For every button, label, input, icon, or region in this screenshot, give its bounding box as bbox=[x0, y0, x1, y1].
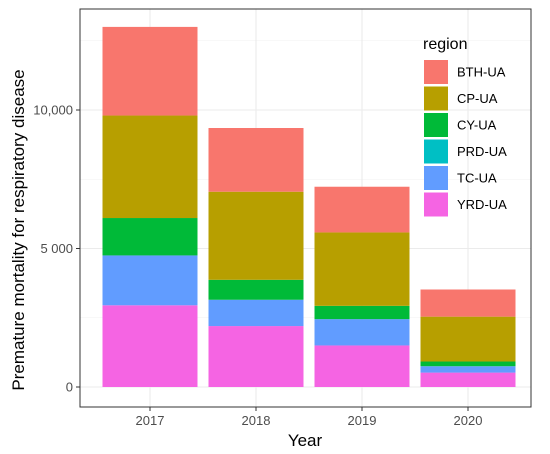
y-tick-label: 10,000 bbox=[33, 103, 73, 118]
bar-segment-cp-ua bbox=[208, 191, 304, 280]
bar-segment-bth-ua bbox=[314, 186, 410, 233]
legend-label-cp-ua: CP-UA bbox=[457, 91, 498, 106]
bar-segment-cy-ua bbox=[314, 305, 410, 320]
bar-segment-bth-ua bbox=[102, 26, 198, 116]
y-tick-label: 0 bbox=[66, 380, 73, 395]
legend-key-yrd-ua bbox=[424, 192, 448, 217]
bar-segment-bth-ua bbox=[208, 128, 304, 192]
legend-label-bth-ua: BTH-UA bbox=[457, 65, 506, 80]
legend-label-prd-ua: PRD-UA bbox=[457, 144, 507, 159]
legend-label-tc-ua: TC-UA bbox=[457, 171, 497, 186]
y-axis-title: Premature mortality for respiratory dise… bbox=[9, 69, 28, 390]
bar-segment-tc-ua bbox=[102, 255, 198, 306]
x-tick-label: 2019 bbox=[348, 413, 377, 428]
bar-segment-cy-ua bbox=[208, 279, 304, 300]
x-tick-label: 2018 bbox=[242, 413, 271, 428]
y-tick-label: 5 000 bbox=[40, 241, 73, 256]
bar-segment-cy-ua bbox=[420, 361, 516, 367]
bar-segment-cy-ua bbox=[102, 218, 198, 256]
bar-segment-yrd-ua bbox=[314, 345, 410, 387]
panel-border bbox=[79, 8, 532, 408]
y-axis: 0 5 000 10,000 bbox=[33, 103, 80, 395]
bar-segment-tc-ua bbox=[208, 299, 304, 327]
legend-title: region bbox=[423, 36, 467, 53]
legend-label-yrd-ua: YRD-UA bbox=[457, 197, 507, 212]
bar-segment-yrd-ua bbox=[102, 305, 198, 387]
bars bbox=[102, 26, 516, 387]
x-tick-label: 2017 bbox=[136, 413, 165, 428]
x-axis: 2017 2018 2019 2020 bbox=[136, 407, 483, 428]
bar-segment-tc-ua bbox=[314, 319, 410, 346]
legend-key-tc-ua bbox=[424, 166, 448, 190]
legend: region BTH-UA CP-UA CY-UA PRD-UA TC-UA YRD-UA bbox=[423, 36, 507, 217]
legend-key-cy-ua bbox=[424, 113, 448, 137]
bar-segment-yrd-ua bbox=[208, 326, 304, 387]
bar-segment-cp-ua bbox=[102, 115, 198, 219]
bar-segment-yrd-ua bbox=[420, 372, 516, 387]
x-tick-label: 2020 bbox=[454, 413, 483, 428]
legend-label-cy-ua: CY-UA bbox=[457, 118, 497, 133]
legend-key-cp-ua bbox=[424, 86, 448, 111]
legend-key-bth-ua bbox=[424, 60, 448, 84]
bar-segment-cp-ua bbox=[314, 232, 410, 306]
bar-segment-tc-ua bbox=[420, 366, 516, 373]
bar-segment-cp-ua bbox=[420, 316, 516, 362]
x-axis-title: Year bbox=[288, 431, 323, 450]
bar-segment-bth-ua bbox=[420, 289, 516, 317]
legend-key-prd-ua bbox=[424, 139, 448, 164]
